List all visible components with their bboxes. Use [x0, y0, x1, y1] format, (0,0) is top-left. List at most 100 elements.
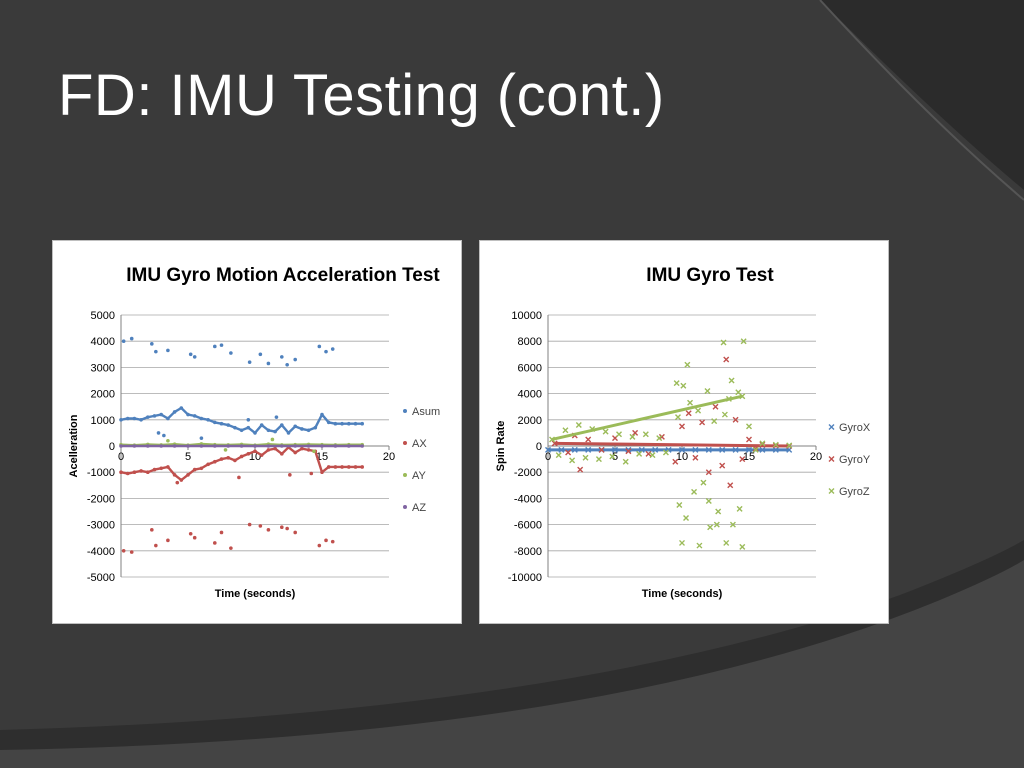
data-point-ax: [192, 535, 197, 540]
x-tick-label: 20: [383, 451, 395, 463]
data-point-asum: [219, 343, 224, 347]
data-point-gyroz: [680, 382, 687, 389]
data-point-gyroy: [645, 450, 652, 457]
data-point-gyroz: [721, 411, 728, 418]
data-point-ax: [280, 525, 284, 530]
data-point-gyroz: [629, 433, 636, 440]
data-point-gyroy: [739, 456, 746, 463]
data-point-asum: [229, 351, 233, 355]
data-point-asum: [246, 418, 251, 422]
data-point-asum: [121, 339, 126, 343]
data-point-asum: [150, 342, 154, 346]
data-point-gyroy: [699, 419, 706, 426]
data-point-ay: [270, 437, 275, 442]
gyro-chart-panel: IMU Gyro Test 10000 8000 6000 4000 2000 0 -2000…: [479, 240, 889, 624]
data-point-ax: [229, 546, 233, 550]
data-point-ax: [285, 526, 289, 531]
y-tick-label: 6000: [518, 362, 542, 374]
y-tick-label: -2000: [514, 467, 542, 479]
data-point-ax: [258, 524, 263, 528]
data-point-gyroz: [562, 427, 569, 434]
slide-title: FD: IMU Testing (cont.): [58, 63, 665, 128]
data-point-ax: [121, 549, 126, 553]
y-tick-label: 8000: [518, 336, 542, 348]
y-tick-label: -6000: [514, 520, 542, 532]
data-point-gyroz: [786, 442, 793, 449]
data-point-gyroz: [636, 450, 643, 457]
data-point-gyroz: [683, 515, 690, 522]
data-point-gyroz: [595, 456, 602, 463]
data-point-gyroz: [616, 431, 623, 438]
acceleration-chart-panel: IMU Gyro Motion Acceleration Test 5000 400…: [52, 240, 462, 624]
legend-label-ax: AX: [412, 438, 427, 450]
data-point-gyroz: [676, 501, 683, 508]
data-point-asum: [293, 357, 297, 362]
legend-marker-asum: [403, 409, 407, 413]
gyro-chart: IMU Gyro Test1000080006000400020000-2000…: [495, 265, 871, 600]
data-point-asum: [330, 347, 335, 351]
data-point-gyroy: [719, 462, 726, 469]
data-point-gyroz: [740, 338, 747, 345]
data-point-gyroy: [712, 403, 719, 410]
chart-title: IMU Gyro Motion Acceleration Test: [126, 265, 440, 286]
y-tick-label: -5000: [87, 572, 115, 584]
data-point-gyroz: [723, 539, 730, 546]
legend-marker-gyroz: [828, 488, 835, 494]
data-point-ax: [154, 543, 158, 548]
legend-label-asum: Asum: [412, 406, 440, 418]
data-point-gyroz: [575, 422, 582, 429]
data-point-gyroz: [696, 542, 703, 549]
data-point-ax: [288, 473, 292, 477]
data-point-gyroz: [622, 458, 629, 465]
data-point-gyroz: [705, 498, 712, 505]
data-point-gyroz: [729, 521, 736, 528]
background-corner-arc-edge: [819, 0, 1024, 201]
data-point-gyroz: [642, 431, 649, 438]
y-tick-label: 0: [536, 441, 542, 453]
chart-title: IMU Gyro Test: [646, 265, 774, 286]
data-point-gyroy: [746, 436, 752, 443]
data-point-gyroz: [695, 407, 702, 414]
y-tick-label: 4000: [518, 389, 542, 401]
data-point-ax: [213, 541, 217, 545]
data-point-asum: [266, 361, 271, 366]
data-point-gyroz: [691, 488, 698, 495]
acceleration-chart: IMU Gyro Motion Acceleration Test 5000 400…: [68, 265, 440, 600]
data-point-asum: [213, 344, 217, 349]
x-tick-label: 15: [743, 451, 755, 463]
data-point-gyroy: [632, 429, 639, 436]
data-point-asum: [188, 352, 193, 357]
legend-marker-az: [403, 505, 407, 509]
x-axis-title: Time (seconds): [215, 588, 296, 600]
y-tick-label: 3000: [91, 362, 115, 374]
data-point-gyroy: [585, 436, 592, 443]
data-point-asum: [162, 433, 166, 438]
y-tick-label: 2000: [91, 389, 115, 401]
y-tick-label: -10000: [508, 572, 542, 584]
legend-label-gyroz: GyroZ: [839, 486, 870, 498]
y-tick-label: 10000: [511, 310, 542, 322]
x-tick-label: 10: [676, 451, 688, 463]
data-point-ax: [266, 528, 271, 532]
data-point-gyroy: [565, 449, 572, 456]
legend-label-ay: AY: [412, 470, 427, 482]
data-point-gyroz: [772, 441, 779, 448]
data-point-ax: [175, 480, 180, 485]
y-axis-title: Acelleration: [68, 414, 80, 477]
data-point-ax: [237, 475, 241, 480]
data-point-gyroz: [684, 361, 691, 368]
legend-label-gyrox: GyroX: [839, 422, 871, 434]
data-point-gyroy: [598, 446, 605, 453]
y-tick-label: -4000: [87, 546, 115, 558]
data-point-gyroz: [704, 387, 711, 394]
y-tick-label: 5000: [91, 310, 115, 322]
background-arc-light: [0, 560, 1024, 768]
legend-marker-gyroy: [828, 456, 835, 462]
data-point-asum: [324, 349, 328, 354]
data-point-gyroz: [752, 446, 759, 453]
x-tick-label: 5: [185, 451, 191, 463]
data-point-ay: [312, 449, 316, 454]
data-point-gyroz: [569, 457, 576, 464]
data-point-asum: [258, 352, 263, 357]
